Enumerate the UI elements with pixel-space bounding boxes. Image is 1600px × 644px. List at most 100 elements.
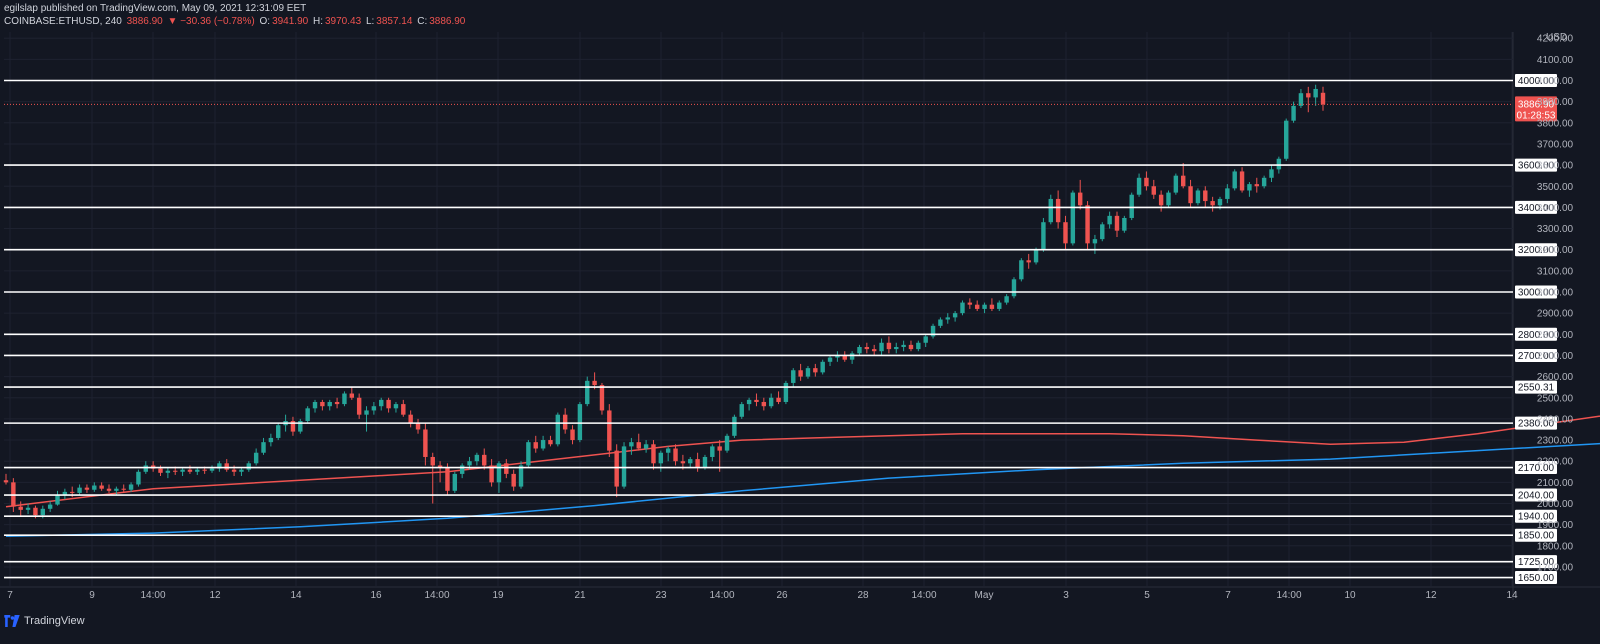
down-candle xyxy=(717,440,722,472)
candle-body xyxy=(106,488,112,491)
level-label-box xyxy=(1515,555,1557,569)
candle-body xyxy=(268,437,274,443)
candle-body xyxy=(827,357,833,362)
candle-body xyxy=(1085,205,1090,244)
up-candle xyxy=(857,344,862,356)
price-tick-label: 2300.00 xyxy=(1537,436,1574,447)
down-candle xyxy=(798,363,803,381)
down-candle xyxy=(445,463,450,496)
candle-body xyxy=(938,319,943,326)
up-candle xyxy=(1129,192,1134,221)
horizontal-levels[interactable]: 4000.00 3600.00 3400.00 3200.00 3000.00 2800.… xyxy=(4,74,1557,585)
up-candle xyxy=(261,437,266,455)
candle-body xyxy=(599,385,605,411)
grid xyxy=(0,32,1600,600)
candle-body xyxy=(173,470,178,472)
up-candle xyxy=(621,442,627,489)
candle-body xyxy=(511,473,516,487)
level-label: 4000.00 xyxy=(1518,76,1555,87)
candle-body xyxy=(430,456,435,466)
candle-body xyxy=(585,380,590,405)
up-candle xyxy=(195,467,200,475)
candle-body xyxy=(356,397,362,415)
candle-body xyxy=(842,355,847,360)
down-candle xyxy=(989,298,995,312)
price-tick-label: 1700.00 xyxy=(1537,562,1574,573)
candle-body xyxy=(1284,120,1289,159)
close-value: 3886.90 xyxy=(429,16,466,27)
candle-body xyxy=(349,393,355,398)
candle-body xyxy=(776,397,781,402)
candle-body xyxy=(1217,198,1223,206)
price-tick-label: 3400.00 xyxy=(1537,203,1574,214)
price-axis[interactable]: 1700.00 1800.00 1900.00 2000.00 2100.00 2200.… xyxy=(1537,32,1574,573)
candle-body xyxy=(607,410,612,451)
down-candle xyxy=(886,336,892,354)
ohlc-header: COINBASE:ETHUSD, 240 3886.90 ▼ −30.36 (−… xyxy=(4,16,467,27)
down-candle xyxy=(3,473,9,485)
level-label: 3000.00 xyxy=(1518,288,1555,299)
time-axis[interactable]: 7 9 14:00 12 14 16 14:00 19 21 23 14:00 26 28 14:00 Ma… xyxy=(7,590,1518,601)
level-label-box xyxy=(1515,416,1557,430)
up-candle xyxy=(217,461,222,472)
price-tick-label: 2200.00 xyxy=(1537,457,1574,468)
down-candle xyxy=(908,340,914,352)
candle-body xyxy=(165,470,171,473)
candle-body xyxy=(724,435,730,451)
up-candle xyxy=(209,465,215,473)
candle-body xyxy=(923,336,928,343)
time-tick-label: 26 xyxy=(776,590,788,601)
candle-body xyxy=(982,304,987,309)
time-tick-label: 7 xyxy=(7,590,13,601)
candle-body xyxy=(540,440,546,449)
up-candle xyxy=(658,450,664,472)
candle-body xyxy=(879,342,884,352)
level-label: 1650.00 xyxy=(1518,573,1555,584)
moving-averages xyxy=(5,415,1600,538)
up-candle xyxy=(710,444,715,462)
down-candle xyxy=(651,440,656,470)
down-candle xyxy=(673,444,678,466)
up-candle xyxy=(805,366,811,379)
up-candle xyxy=(894,342,899,354)
up-candle xyxy=(1166,190,1171,208)
up-candle xyxy=(47,501,53,512)
candle-body xyxy=(77,487,82,493)
candle-body xyxy=(92,485,97,490)
high-label: H: xyxy=(313,16,323,27)
candle-body xyxy=(592,380,597,386)
price-tick-label: 2000.00 xyxy=(1537,499,1574,510)
level-label: 3600.00 xyxy=(1518,161,1555,172)
last-price: 3886.90 xyxy=(126,16,163,27)
level-label: 2170.00 xyxy=(1518,463,1555,474)
up-candle xyxy=(1247,182,1252,197)
candle-body xyxy=(916,342,921,350)
candles xyxy=(3,84,1326,519)
candle-body xyxy=(1004,296,1009,303)
current-price-box xyxy=(1515,96,1557,122)
candle-body xyxy=(857,346,862,354)
up-candle xyxy=(879,338,884,356)
down-candle xyxy=(504,459,509,479)
candle-body xyxy=(1041,222,1046,250)
change-value: ▼ −30.36 (−0.78%) xyxy=(167,16,255,27)
candle-body xyxy=(960,302,965,314)
up-candle xyxy=(849,351,855,364)
up-candle xyxy=(327,399,332,411)
down-candle xyxy=(1180,162,1186,189)
candle-body xyxy=(629,442,634,447)
down-candle xyxy=(548,435,553,447)
down-candle xyxy=(1077,179,1083,210)
down-candle xyxy=(599,382,605,415)
candle-body xyxy=(1276,158,1282,170)
time-tick-label: 16 xyxy=(370,590,382,601)
candle-body xyxy=(496,463,502,483)
candle-body xyxy=(467,461,472,466)
candle-body xyxy=(901,344,906,347)
up-candle xyxy=(1225,184,1230,204)
time-tick-label: 12 xyxy=(209,590,221,601)
price-tick-label: 4000.00 xyxy=(1537,76,1574,87)
candle-body xyxy=(871,349,877,352)
candle-body xyxy=(570,429,575,441)
